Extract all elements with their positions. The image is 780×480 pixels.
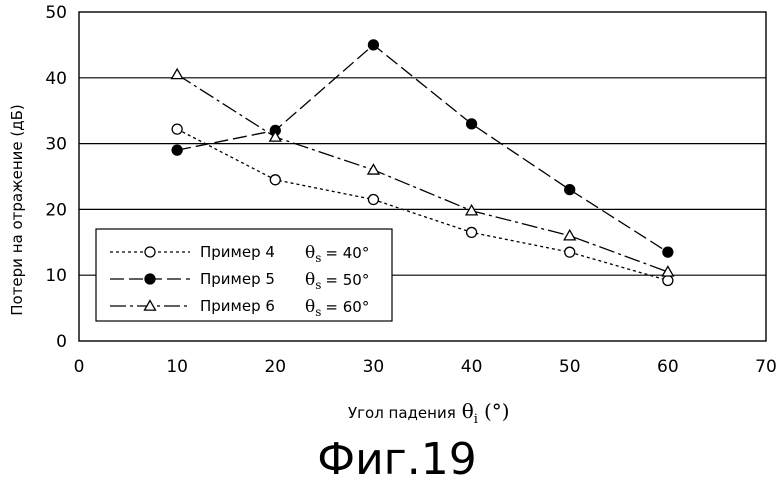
x-axis-title: Угол падения θi (°): [348, 399, 510, 427]
data-point: [368, 195, 378, 205]
data-point: [663, 275, 673, 285]
series-line: [177, 45, 668, 252]
x-tick-label: 10: [166, 357, 188, 377]
legend-label: Пример 5: [200, 270, 275, 288]
data-point: [466, 205, 477, 215]
x-tick-label: 50: [559, 357, 581, 377]
y-tick-label: 40: [45, 69, 67, 89]
y-tick-label: 20: [45, 200, 67, 220]
x-axis-theta-subscript: i: [474, 412, 478, 427]
x-tick-label: 40: [461, 357, 483, 377]
x-tick-label: 70: [755, 357, 777, 377]
data-point: [564, 230, 575, 240]
x-tick-label: 60: [657, 357, 679, 377]
series-пример-5: [172, 40, 673, 257]
legend-theta-value: θs= 40°: [305, 243, 369, 265]
x-axis-title-text: Угол падения: [348, 404, 456, 422]
data-point: [145, 247, 155, 257]
data-point: [565, 185, 575, 195]
y-axis-title: Потери на отражение (дБ): [8, 104, 26, 316]
x-tick-label: 20: [264, 357, 286, 377]
x-tick-label: 30: [363, 357, 385, 377]
data-point: [172, 69, 183, 79]
x-axis-unit: (°): [484, 399, 510, 423]
data-point: [172, 124, 182, 134]
data-point: [270, 175, 280, 185]
y-tick-label: 30: [45, 135, 67, 155]
y-tick-label: 50: [45, 3, 67, 23]
x-axis-theta: θ: [462, 399, 474, 423]
y-tick-label: 10: [45, 266, 67, 286]
y-tick-label: 0: [56, 332, 67, 352]
data-point: [368, 40, 378, 50]
data-point: [172, 145, 182, 155]
legend-label: Пример 6: [200, 297, 275, 315]
data-point: [565, 247, 575, 257]
figure-caption: Фиг.19: [317, 434, 477, 480]
x-tick-labels: 0 10 20 30 40 50 60 70: [74, 357, 777, 377]
legend-items: Пример 4 θs= 40° Пример 5 θs= 50° Пример 6 θs…: [110, 243, 369, 319]
legend-theta-value: θs= 60°: [305, 297, 369, 319]
legend-label: Пример 4: [200, 243, 275, 261]
data-point: [145, 274, 155, 284]
data-point: [467, 119, 477, 129]
data-point: [467, 227, 477, 237]
data-point: [663, 247, 673, 257]
legend: Пример 4 θs= 40° Пример 5 θs= 50° Пример 6 θs…: [96, 229, 392, 321]
x-tick-label: 0: [74, 357, 85, 377]
y-tick-labels: 0 10 20 30 40 50: [45, 3, 67, 352]
legend-theta-value: θs= 50°: [305, 270, 369, 292]
data-point: [662, 266, 673, 276]
